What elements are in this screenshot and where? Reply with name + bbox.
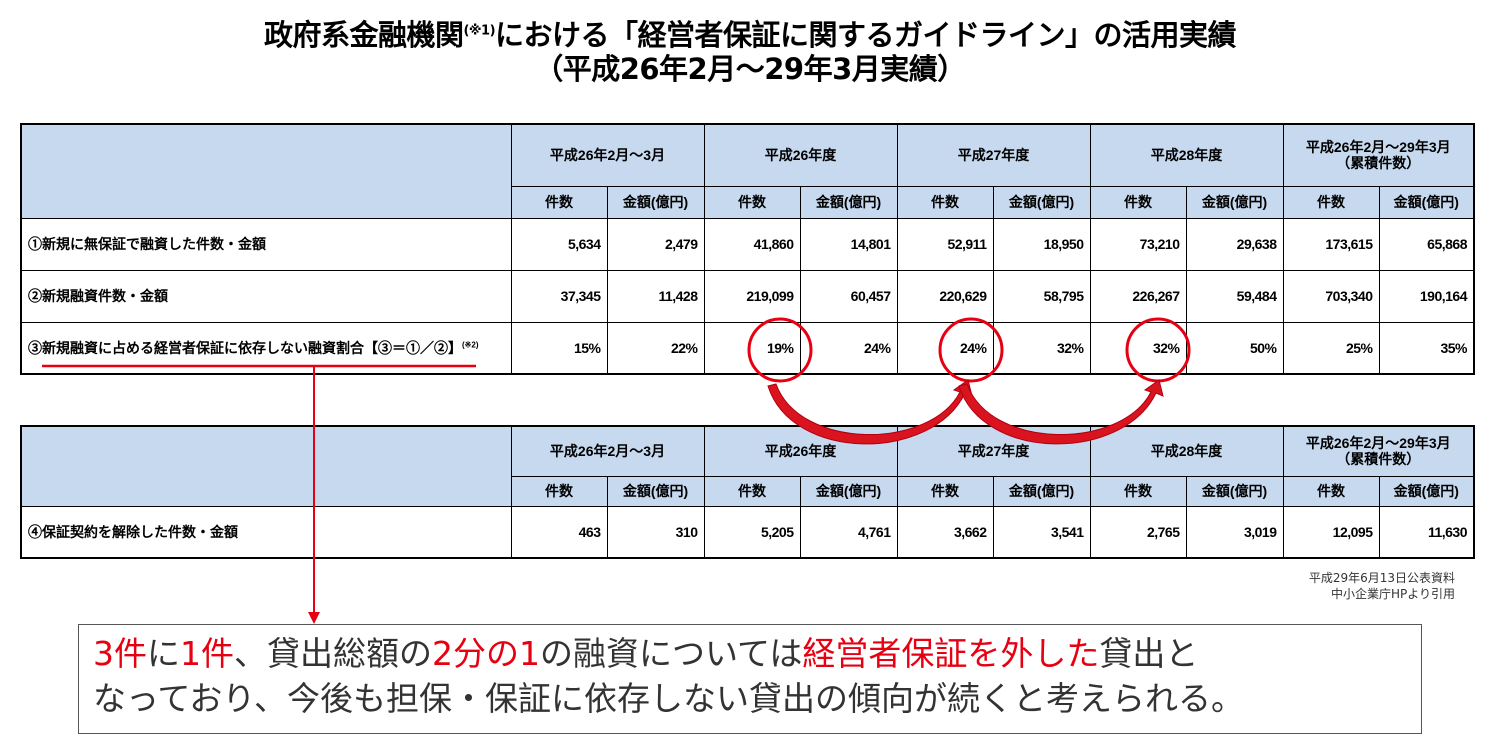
cumulative-header-line1: 平成26年2月～29年3月 xyxy=(1305,435,1451,452)
subheader-amount: 金額(億円) xyxy=(1378,185,1475,219)
period-header: 平成26年度 xyxy=(703,123,898,187)
cumulative-header-line2: （累積件数） xyxy=(1336,155,1421,172)
subheader-count: 件数 xyxy=(1282,185,1380,219)
cell-value: 11,428 xyxy=(606,269,705,323)
circle-highlight-icon xyxy=(1125,317,1191,383)
callout-highlight: 経営者保証を外した xyxy=(802,634,1100,673)
cell-value: 35% xyxy=(1378,321,1475,375)
callout-highlight: 2分の1 xyxy=(432,634,540,673)
source-note: 平成29年6月13日公表資料 中小企業庁HPより引用 xyxy=(1309,570,1455,602)
cell-value: 310 xyxy=(606,505,705,559)
table-row: ④保証契約を解除した件数・金額 463 310 5,205 4,761 3,66… xyxy=(20,505,1475,559)
callout-text: の融資については xyxy=(540,634,803,673)
subheader-amount: 金額(億円) xyxy=(992,475,1091,507)
cell-value: 22% xyxy=(606,321,705,375)
table-corner xyxy=(20,425,512,507)
row-label: ②新規融資件数・金額 xyxy=(20,269,512,323)
subheader-count: 件数 xyxy=(896,185,994,219)
cell-value: 59,484 xyxy=(1185,269,1284,323)
cell-value: 15% xyxy=(510,321,608,375)
cell-value: 5,205 xyxy=(703,505,801,559)
callout-text: 貸出と xyxy=(1099,634,1199,673)
subheader-amount: 金額(億円) xyxy=(606,185,705,219)
cell-value: 190,164 xyxy=(1378,269,1475,323)
callout-text: 、貸出総額の xyxy=(234,634,432,673)
period-header: 平成27年度 xyxy=(896,123,1091,187)
source-line2: 中小企業庁HPより引用 xyxy=(1330,587,1455,601)
cell-value: 12,095 xyxy=(1282,505,1380,559)
curved-arrow-icon xyxy=(767,379,973,445)
subheader-count: 件数 xyxy=(896,475,994,507)
row-label: ①新規に無保証で融資した件数・金額 xyxy=(20,217,512,271)
page-title: 政府系金融機関(※1)における「経営者保証に関するガイドライン」の活用実績 xyxy=(0,18,1500,52)
callout-text: なっており、今後も担保・保証に依存しない貸出の傾向が続くと考えられる。 xyxy=(93,679,1245,718)
subheader-amount: 金額(億円) xyxy=(1378,475,1475,507)
circle-highlight-icon xyxy=(747,317,813,383)
period-header: 平成26年2月～3月 xyxy=(510,425,705,477)
subheader-count: 件数 xyxy=(1282,475,1380,507)
table-row: ①新規に無保証で融資した件数・金額 5,634 2,479 41,860 14,… xyxy=(20,217,1475,271)
table-row: ②新規融資件数・金額 37,345 11,428 219,099 60,457 … xyxy=(20,269,1475,323)
subheader-count: 件数 xyxy=(510,185,608,219)
cell-value: 3,541 xyxy=(992,505,1091,559)
cell-value: 50% xyxy=(1185,321,1284,375)
callout-highlight: 3件 xyxy=(93,634,147,673)
cell-value: 703,340 xyxy=(1282,269,1380,323)
cell-value: 18,950 xyxy=(992,217,1091,271)
cell-value: 58,795 xyxy=(992,269,1091,323)
cell-value: 226,267 xyxy=(1089,269,1187,323)
subheader-amount: 金額(億円) xyxy=(799,185,898,219)
cell-value: 37,345 xyxy=(510,269,608,323)
down-arrowhead-icon xyxy=(308,612,320,624)
source-line1: 平成29年6月13日公表資料 xyxy=(1308,571,1455,585)
cell-value: 5,634 xyxy=(510,217,608,271)
cell-value: 3,662 xyxy=(896,505,994,559)
cell-value: 2,479 xyxy=(606,217,705,271)
subheader-count: 件数 xyxy=(703,475,801,507)
table-corner xyxy=(20,123,512,219)
row-label-text: ③新規融資に占める経営者保証に依存しない融資割合【③＝①／②】 xyxy=(28,339,462,356)
row-note-marker: (※2) xyxy=(462,340,479,350)
cell-value: 32% xyxy=(992,321,1091,375)
cumulative-header-line2: （累積件数） xyxy=(1336,451,1421,468)
callout-text: に xyxy=(147,634,180,673)
row-label: ④保証契約を解除した件数・金額 xyxy=(20,505,512,559)
subheader-count: 件数 xyxy=(510,475,608,507)
subheader-count: 件数 xyxy=(1089,475,1187,507)
cell-value: 11,630 xyxy=(1378,505,1475,559)
cell-value: 14,801 xyxy=(799,217,898,271)
cell-value: 220,629 xyxy=(896,269,994,323)
cell-value: 3,019 xyxy=(1185,505,1284,559)
guarantee-release-table: 平成26年2月～3月 平成26年度 平成27年度 平成28年度 平成26年2月～… xyxy=(20,425,1475,559)
title-note-marker: (※1) xyxy=(463,23,496,39)
page-subtitle: （平成26年2月～29年3月実績） xyxy=(534,52,966,86)
title-main: 政府系金融機関 xyxy=(263,18,464,52)
period-header: 平成28年度 xyxy=(1089,425,1284,477)
callout-highlight: 1件 xyxy=(180,634,234,673)
summary-callout: 3件に1件、貸出総額の2分の1の融資については経営者保証を外した貸出となっており… xyxy=(78,624,1422,734)
circle-highlight-icon xyxy=(938,317,1004,383)
period-header: 平成28年度 xyxy=(1089,123,1284,187)
cumulative-header-line1: 平成26年2月～29年3月 xyxy=(1305,139,1451,156)
cell-value: 32% xyxy=(1089,321,1187,375)
cell-value: 4,761 xyxy=(799,505,898,559)
subheader-amount: 金額(億円) xyxy=(799,475,898,507)
cumulative-header: 平成26年2月～29年3月 （累積件数） xyxy=(1282,123,1475,187)
title-main-rest: における「経営者保証に関するガイドライン」の活用実績 xyxy=(495,18,1237,52)
results-table: 平成26年2月～3月 平成26年度 平成27年度 平成28年度 平成26年2月～… xyxy=(20,123,1475,375)
subheader-amount: 金額(億円) xyxy=(1185,475,1284,507)
curved-arrow-icon xyxy=(958,379,1164,445)
cell-value: 41,860 xyxy=(703,217,801,271)
subheader-amount: 金額(億円) xyxy=(992,185,1091,219)
cell-value: 173,615 xyxy=(1282,217,1380,271)
cell-value: 2,765 xyxy=(1089,505,1187,559)
